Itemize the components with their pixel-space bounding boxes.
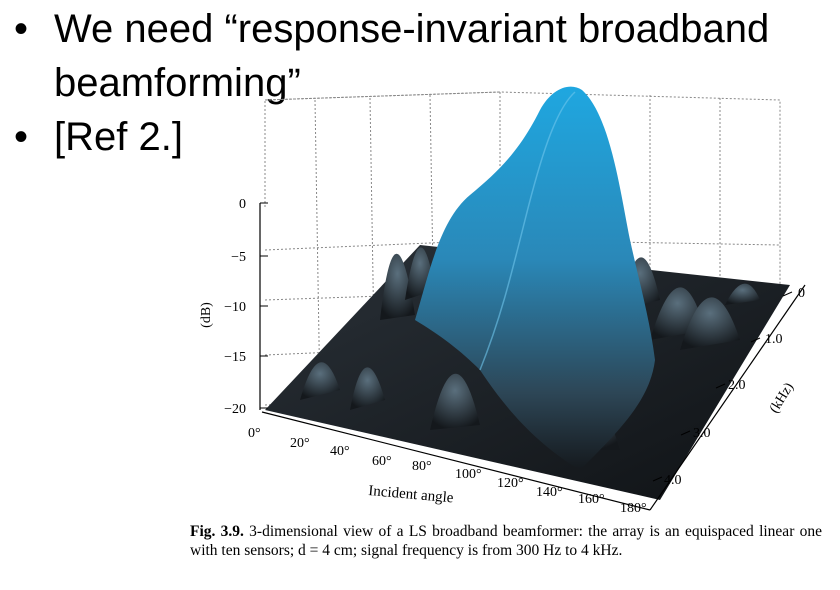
bullet-text: [Ref 2.] <box>54 115 183 159</box>
y-axis-label: (kHz) <box>767 380 797 416</box>
x-tick-label: 40° <box>330 444 350 459</box>
x-tick-label: 160° <box>578 492 605 507</box>
figure-caption-label: Fig. 3.9. <box>190 523 244 540</box>
x-axis-label: Incident angle <box>368 483 455 506</box>
bullet-item: • We need “response-invariant broadband … <box>14 2 840 110</box>
z-tick-label: −10 <box>224 300 246 315</box>
bullet-dot-icon: • <box>14 115 29 159</box>
figure-caption-text: 3-dimensional view of a LS broadband bea… <box>190 523 822 559</box>
bullet-dot-icon: • <box>14 7 29 51</box>
x-tick-label: 140° <box>536 485 563 500</box>
x-tick-label: 100° <box>455 467 482 482</box>
y-tick-label: 0 <box>798 286 805 301</box>
x-tick-label: 80° <box>412 459 432 474</box>
x-tick-label: 0° <box>248 426 261 441</box>
x-tick-label: 60° <box>372 454 392 469</box>
main-beam-ridge <box>479 91 576 371</box>
z-tick-label: −5 <box>231 250 246 265</box>
x-tick-label: 180° <box>620 501 647 516</box>
bullet-text: We need “response-invariant broadband be… <box>54 7 770 105</box>
z-tick-label: −15 <box>224 350 246 365</box>
beampattern-figure: 0 −5 −10 −15 −20 (dB) 0° 20° 40° 60° 80°… <box>180 70 840 530</box>
y-tick-label: 3.0 <box>693 426 711 441</box>
x-axis-ticks: 0° 20° 40° 60° 80° 100° 120° 140° 160° 1… <box>248 426 647 516</box>
z-axis-label: (dB) <box>199 302 214 328</box>
x-tick-label: 120° <box>497 476 524 491</box>
y-axis-ticks <box>652 291 793 482</box>
y-tick-label: 2.0 <box>728 378 746 393</box>
y-tick-label: 1.0 <box>765 332 783 347</box>
bullet-item: • [Ref 2.] <box>14 110 840 164</box>
z-axis-ticks <box>260 202 268 409</box>
figure-caption: Fig. 3.9. 3-dimensional view of a LS bro… <box>190 522 822 560</box>
surface-plot: 0 −5 −10 −15 −20 (dB) 0° 20° 40° 60° 80°… <box>199 86 806 516</box>
z-tick-label: 0 <box>239 197 246 212</box>
z-tick-label: −20 <box>224 402 246 417</box>
x-tick-label: 20° <box>290 436 310 451</box>
bullet-list: • We need “response-invariant broadband … <box>14 2 840 164</box>
main-beam <box>415 86 655 470</box>
y-tick-label: 4.0 <box>664 473 682 488</box>
